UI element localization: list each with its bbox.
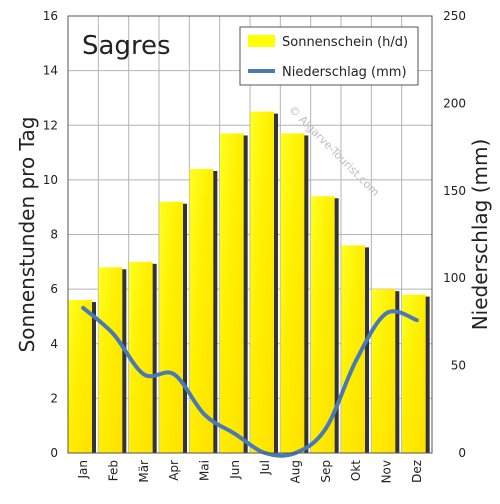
sunshine-bar: [68, 300, 92, 453]
category-label: Jul: [258, 460, 272, 475]
sunshine-bar: [250, 111, 274, 453]
left-tick-label: 4: [50, 337, 58, 351]
sunshine-bar: [371, 289, 396, 453]
category-labels: Jan Feb Mär Apr Mai Jun Jul Aug Sep Okt Nov Dez: [76, 460, 424, 484]
sunshine-bar: [280, 133, 305, 453]
right-axis-ticks: 0 50 100 150 200 250: [443, 9, 466, 460]
sunshine-bar: [98, 267, 123, 453]
left-axis-ticks: 0 2 4 6 8 10 12 14 16: [43, 9, 58, 460]
right-tick-label: 50: [451, 359, 466, 373]
category-label: Nov: [380, 460, 394, 483]
y-axis-title-left: Sonnenstunden pro Tag: [15, 117, 39, 353]
category-label: Mai: [198, 460, 212, 481]
legend: Sonnenschein (h/d) Niederschlag (mm): [239, 26, 419, 86]
category-label: Sep: [319, 460, 333, 483]
left-tick-label: 12: [43, 118, 58, 132]
right-tick-label: 100: [443, 271, 466, 285]
left-tick-label: 16: [43, 9, 58, 23]
left-tick-label: 8: [50, 228, 58, 242]
right-tick-label: 250: [443, 9, 466, 23]
legend-label-sunshine: Sonnenschein (h/d): [282, 35, 408, 50]
sunshine-bar: [220, 133, 244, 453]
y-axis-title-right: Niederschlag (mm): [468, 139, 492, 331]
category-label: Dez: [410, 460, 424, 483]
right-tick-label: 200: [443, 96, 466, 110]
chart-title: Sagres: [82, 31, 171, 61]
category-label: Feb: [107, 460, 121, 481]
category-label: Mär: [137, 460, 151, 483]
plot-frame: [67, 15, 433, 454]
left-tick-label: 10: [43, 173, 58, 187]
legend-label-precipitation: Niederschlag (mm): [282, 65, 407, 80]
sunshine-bar: [311, 196, 335, 453]
category-label: Jun: [228, 460, 242, 480]
sunshine-bar: [341, 245, 365, 453]
left-tick-label: 2: [50, 391, 58, 405]
precipitation-line: [81, 305, 419, 458]
category-label: Okt: [349, 460, 363, 481]
right-tick-label: 0: [458, 446, 466, 460]
sunshine-bar: [189, 168, 214, 453]
left-tick-label: 0: [50, 446, 58, 460]
left-tick-label: 6: [50, 282, 58, 296]
sunshine-bar: [129, 261, 153, 453]
category-label: Apr: [167, 460, 181, 481]
sunshine-bars: [68, 111, 430, 453]
category-label: Jan: [76, 460, 90, 480]
left-tick-label: 14: [43, 64, 58, 78]
right-tick-label: 150: [443, 184, 466, 198]
legend-swatch-sunshine: [248, 35, 275, 47]
sunshine-bar: [402, 294, 426, 453]
sunshine-bar: [159, 201, 183, 453]
category-label: Aug: [289, 460, 303, 483]
